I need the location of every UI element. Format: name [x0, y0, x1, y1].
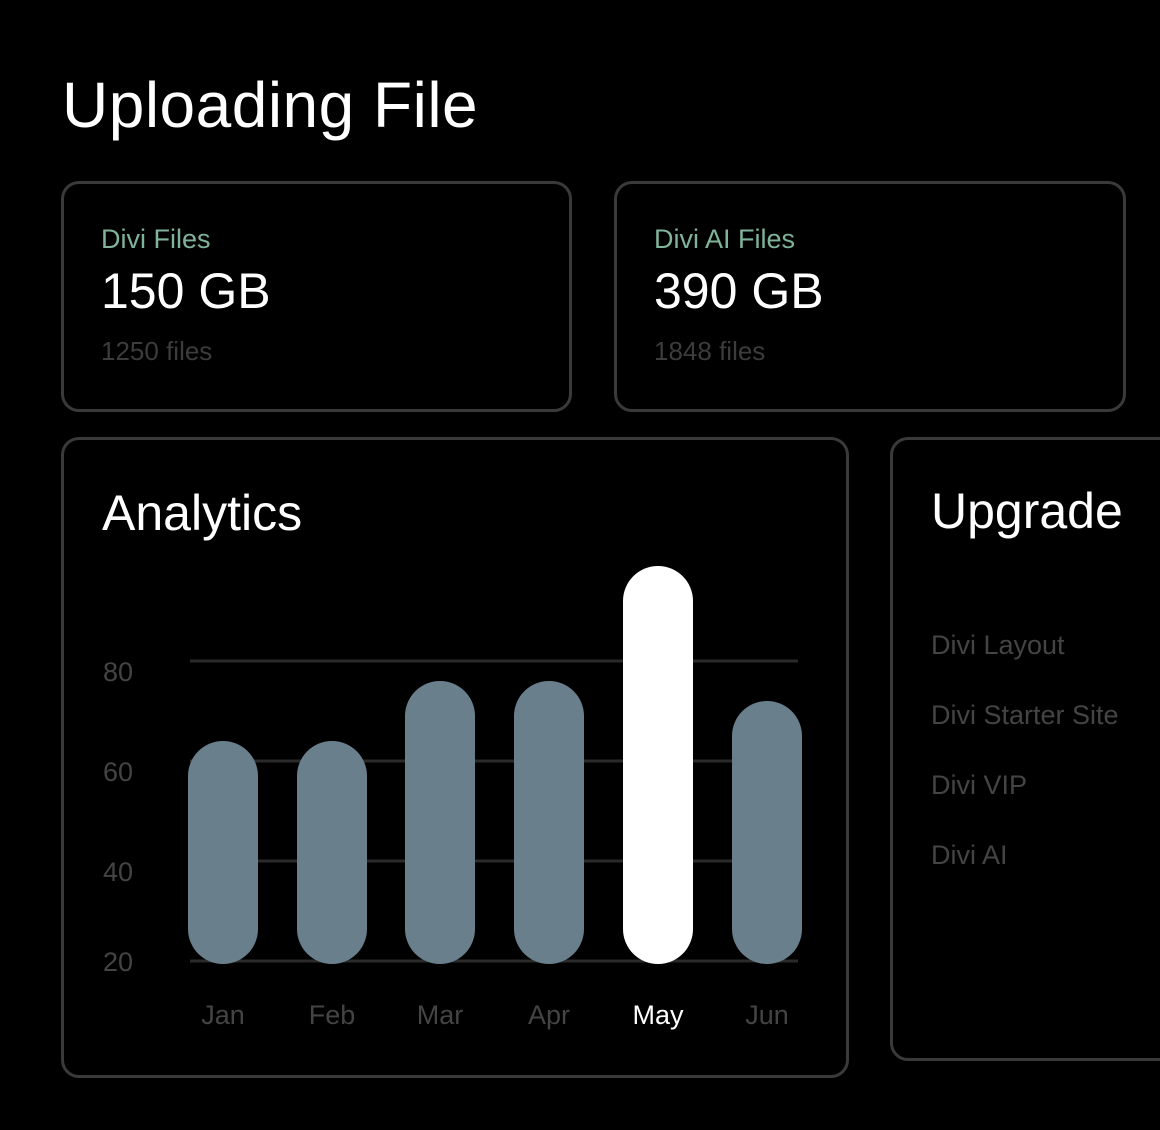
stat-card-divi-ai-files[interactable]: Divi AI Files 390 GB 1848 files	[614, 181, 1126, 412]
upgrade-item[interactable]: Divi VIP	[931, 770, 1028, 800]
stat-card-divi-files[interactable]: Divi Files 150 GB 1250 files	[61, 181, 572, 412]
bar-jan	[188, 741, 258, 964]
x-tick-label: Apr	[528, 1000, 570, 1030]
bar-feb	[297, 741, 367, 964]
stat-value: 150 GB	[101, 263, 271, 319]
x-tick-label: Jun	[745, 1000, 789, 1030]
bar-mar	[405, 681, 475, 964]
stat-label: Divi Files	[101, 224, 211, 254]
bar-may	[623, 566, 693, 964]
stat-file-count: 1848 files	[654, 336, 766, 366]
stat-label: Divi AI Files	[654, 224, 796, 254]
y-tick-label: 60	[103, 757, 133, 787]
x-tick-label: Feb	[309, 1000, 356, 1030]
stat-value: 390 GB	[654, 263, 824, 319]
y-tick-label: 20	[103, 947, 133, 977]
bar-jun	[732, 701, 802, 964]
upgrade-item[interactable]: Divi Layout	[931, 630, 1065, 660]
stat-file-count: 1250 files	[101, 336, 213, 366]
x-tick-label: May	[632, 1000, 684, 1030]
upgrade-item[interactable]: Divi Starter Site	[931, 700, 1119, 730]
x-tick-label: Jan	[201, 1000, 245, 1030]
x-tick-label: Mar	[417, 1000, 464, 1030]
upgrade-card: Upgrade Divi Layout Divi Starter Site Di…	[890, 437, 1160, 1061]
page-title: Uploading File	[62, 69, 479, 141]
bar-apr	[514, 681, 584, 964]
analytics-title: Analytics	[102, 485, 303, 541]
y-tick-label: 80	[103, 657, 133, 687]
y-tick-label: 40	[103, 857, 133, 887]
upgrade-item[interactable]: Divi AI	[931, 840, 1008, 870]
upgrade-title: Upgrade	[931, 483, 1123, 539]
